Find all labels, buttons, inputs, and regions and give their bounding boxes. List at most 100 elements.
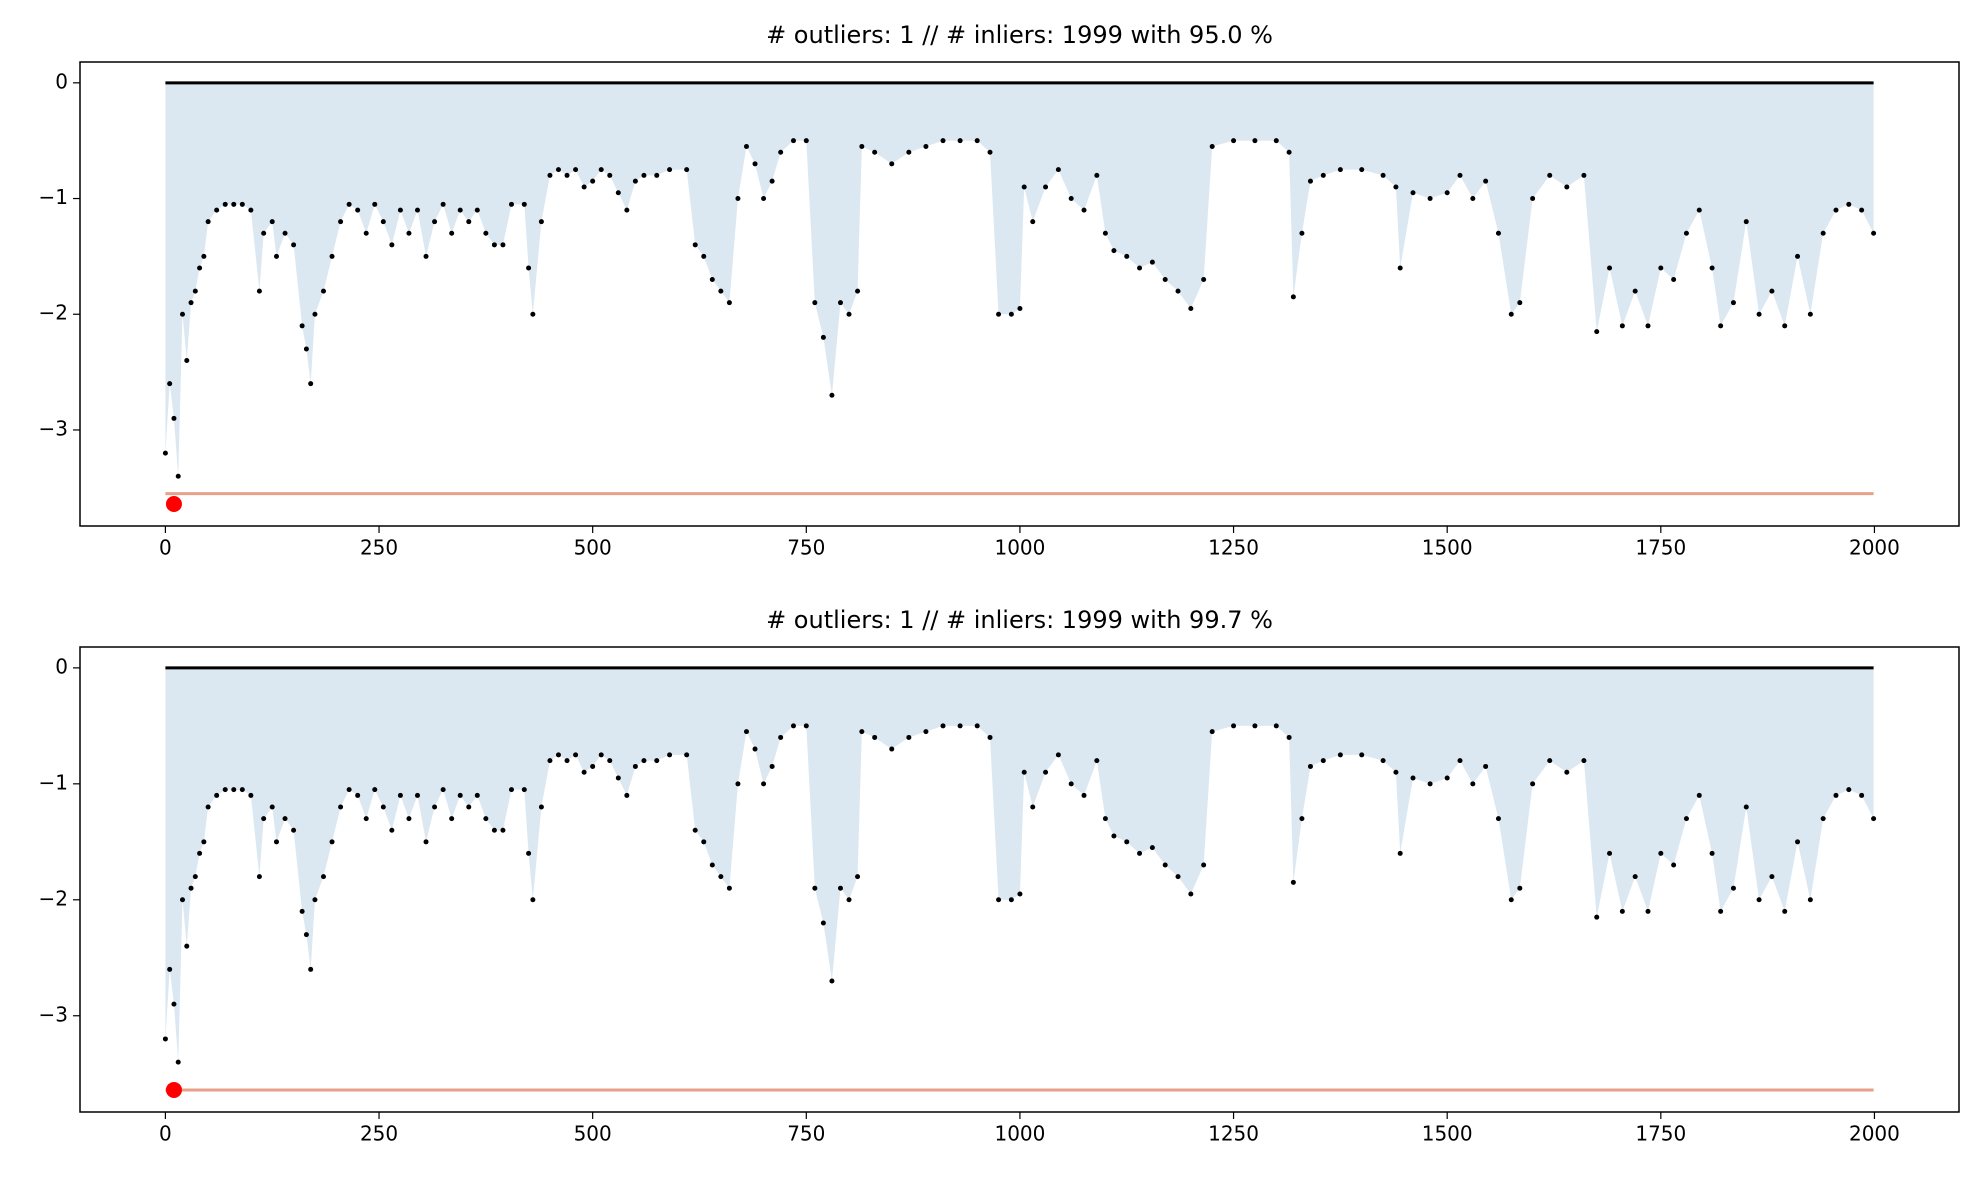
point — [1175, 288, 1181, 294]
point — [1594, 329, 1600, 335]
point — [312, 897, 318, 903]
point — [432, 219, 438, 225]
point — [248, 207, 254, 213]
point — [1124, 839, 1130, 845]
point — [1871, 816, 1877, 822]
point — [684, 752, 690, 758]
point — [1820, 230, 1826, 236]
point — [820, 920, 826, 926]
point — [338, 219, 344, 225]
point — [692, 242, 698, 248]
point — [449, 230, 455, 236]
point — [1444, 190, 1450, 196]
point — [1495, 816, 1501, 822]
point — [201, 839, 207, 845]
point — [1410, 775, 1416, 781]
point — [1094, 758, 1100, 764]
point — [615, 775, 621, 781]
point — [923, 143, 929, 149]
point — [1380, 172, 1386, 178]
point — [483, 230, 489, 236]
point — [1530, 196, 1536, 202]
point — [1671, 862, 1677, 868]
point — [521, 201, 527, 207]
point — [1483, 178, 1489, 184]
y-tick-label: 0 — [55, 69, 68, 93]
point — [397, 207, 403, 213]
point — [1743, 219, 1749, 225]
point — [701, 839, 707, 845]
point — [641, 758, 647, 764]
point — [761, 196, 767, 202]
point — [1359, 167, 1365, 173]
point — [1743, 804, 1749, 810]
point — [1756, 311, 1762, 317]
point — [889, 746, 895, 752]
point — [491, 827, 497, 833]
point — [1081, 207, 1087, 213]
point — [1619, 908, 1625, 914]
point — [526, 265, 532, 271]
point — [308, 966, 314, 972]
point — [1709, 850, 1715, 856]
point — [1252, 138, 1258, 144]
point — [1055, 167, 1061, 173]
point — [1530, 781, 1536, 787]
point — [346, 787, 352, 793]
point — [590, 178, 596, 184]
point — [261, 230, 267, 236]
point — [632, 763, 638, 769]
point — [654, 758, 660, 764]
point — [1782, 908, 1788, 914]
point — [1718, 908, 1724, 914]
point — [598, 752, 604, 758]
chart-title: # outliers: 1 // # inliers: 1999 with 99… — [766, 606, 1273, 634]
x-tick-label: 1000 — [994, 536, 1045, 560]
point — [1231, 723, 1237, 729]
point — [1299, 816, 1305, 822]
point — [555, 752, 561, 758]
point — [406, 230, 412, 236]
point — [1671, 277, 1677, 283]
point — [1457, 758, 1463, 764]
point — [581, 769, 587, 775]
point — [1444, 775, 1450, 781]
point — [1299, 230, 1305, 236]
point — [466, 219, 472, 225]
point — [526, 850, 532, 856]
point — [778, 149, 784, 155]
point — [1470, 196, 1476, 202]
point — [1833, 207, 1839, 213]
point — [718, 288, 724, 294]
x-tick-label: 1250 — [1208, 1122, 1259, 1146]
point — [269, 804, 275, 810]
point — [1508, 897, 1514, 903]
point — [248, 792, 254, 798]
point — [1030, 219, 1036, 225]
point — [1068, 781, 1074, 787]
x-tick-label: 1500 — [1422, 536, 1473, 560]
y-tick-label: −1 — [39, 770, 68, 794]
point — [769, 178, 775, 184]
point — [1017, 891, 1023, 897]
point — [346, 201, 352, 207]
point — [1008, 897, 1014, 903]
y-tick-label: −2 — [39, 886, 68, 910]
point — [1730, 885, 1736, 891]
point — [872, 149, 878, 155]
point — [171, 1001, 177, 1007]
point — [222, 787, 228, 793]
point — [1564, 184, 1570, 190]
point — [1111, 248, 1117, 254]
point — [957, 723, 963, 729]
point — [632, 178, 638, 184]
point — [440, 787, 446, 793]
point — [171, 415, 177, 421]
point — [1094, 172, 1100, 178]
point — [1231, 138, 1237, 144]
point — [1782, 323, 1788, 329]
point — [530, 897, 536, 903]
point — [521, 787, 527, 793]
point — [231, 201, 237, 207]
point — [355, 792, 361, 798]
